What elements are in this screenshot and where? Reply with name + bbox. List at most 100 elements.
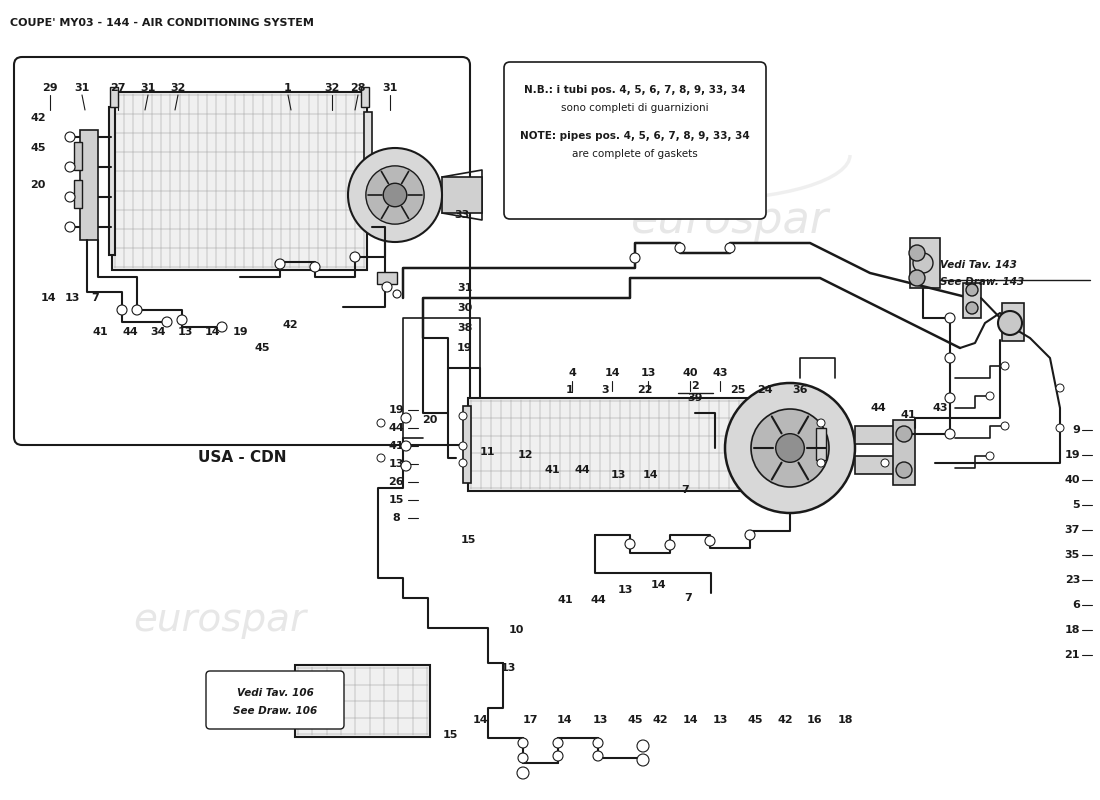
Circle shape [637,754,649,766]
Circle shape [896,462,912,478]
Bar [855,426,900,444]
Bar [468,398,811,491]
Circle shape [593,738,603,748]
Circle shape [945,313,955,323]
Text: eurospar: eurospar [631,198,829,242]
Bar [361,87,368,107]
Text: 11: 11 [480,447,495,457]
Text: 43: 43 [713,368,728,378]
Text: 29: 29 [42,83,58,93]
Circle shape [402,461,411,471]
Bar [893,420,915,485]
Circle shape [177,315,187,325]
Text: 14: 14 [642,470,658,480]
Text: 14: 14 [41,293,56,303]
Text: 16: 16 [807,715,823,725]
Circle shape [725,243,735,253]
Text: 42: 42 [652,715,668,725]
Bar [112,92,367,270]
Text: 21: 21 [1065,650,1080,660]
Text: 8: 8 [392,513,400,523]
Text: 24: 24 [757,385,773,395]
Text: 41: 41 [92,327,108,337]
Text: USA - CDN: USA - CDN [198,450,286,465]
Circle shape [881,459,889,467]
Bar [463,406,471,483]
Text: 31: 31 [383,83,398,93]
FancyBboxPatch shape [14,57,470,445]
Text: 45: 45 [254,343,270,353]
Circle shape [459,442,468,450]
Text: 34: 34 [151,327,166,337]
Text: 22: 22 [637,385,652,395]
Text: 17: 17 [522,715,538,725]
Text: 1: 1 [284,83,292,93]
Text: 13: 13 [64,293,79,303]
Circle shape [666,540,675,550]
Text: COUPE' MY03 - 144 - AIR CONDITIONING SYSTEM: COUPE' MY03 - 144 - AIR CONDITIONING SYS… [10,18,313,28]
Text: 26: 26 [388,477,404,487]
Bar [855,456,900,474]
Text: 3: 3 [602,385,608,395]
Text: 13: 13 [610,470,626,480]
Circle shape [625,539,635,549]
Text: 42: 42 [778,715,793,725]
Text: 14: 14 [682,715,697,725]
Text: 42: 42 [30,113,46,123]
Circle shape [705,536,715,546]
Circle shape [1056,424,1064,432]
Text: 15: 15 [460,535,475,545]
Circle shape [553,751,563,761]
Circle shape [132,305,142,315]
Text: 44: 44 [388,423,404,433]
Circle shape [817,419,825,427]
Bar [295,665,430,737]
Text: 28: 28 [350,83,365,93]
Text: 31: 31 [458,283,473,293]
Circle shape [65,192,75,202]
FancyBboxPatch shape [504,62,766,219]
Text: 42: 42 [283,320,298,330]
Text: 4: 4 [568,368,576,378]
Text: 14: 14 [472,715,487,725]
Text: 20: 20 [31,180,46,190]
Bar [816,428,826,460]
Text: 13: 13 [500,663,516,673]
Text: 18: 18 [837,715,852,725]
Circle shape [593,751,603,761]
Circle shape [1001,422,1009,430]
Text: 6: 6 [1072,600,1080,610]
Bar [442,177,482,213]
Circle shape [945,353,955,363]
Circle shape [459,412,468,420]
Text: 38: 38 [458,323,473,333]
Text: 40: 40 [1065,475,1080,485]
Text: 30: 30 [458,303,473,313]
Text: 19: 19 [388,405,404,415]
Circle shape [675,243,685,253]
Text: 44: 44 [590,595,606,605]
Text: 31: 31 [141,83,156,93]
Circle shape [518,753,528,763]
Text: 19: 19 [232,327,248,337]
Text: 9: 9 [1072,425,1080,435]
Circle shape [986,392,994,400]
Text: 10: 10 [508,625,524,635]
Bar [962,283,981,318]
Circle shape [966,284,978,296]
Text: 23: 23 [1065,575,1080,585]
Bar [74,180,82,208]
Bar [74,142,82,170]
Circle shape [377,454,385,462]
Text: eurospar: eurospar [133,601,307,639]
Bar [80,130,98,240]
Circle shape [275,259,285,269]
Text: NOTE: pipes pos. 4, 5, 6, 7, 8, 9, 33, 34: NOTE: pipes pos. 4, 5, 6, 7, 8, 9, 33, 3… [520,131,750,141]
Text: 14: 14 [604,368,619,378]
Bar [377,272,397,284]
Text: 13: 13 [713,715,728,725]
Text: 13: 13 [640,368,656,378]
Text: 32: 32 [324,83,340,93]
Text: 45: 45 [627,715,642,725]
Text: N.B.: i tubi pos. 4, 5, 6, 7, 8, 9, 33, 34: N.B.: i tubi pos. 4, 5, 6, 7, 8, 9, 33, … [525,85,746,95]
